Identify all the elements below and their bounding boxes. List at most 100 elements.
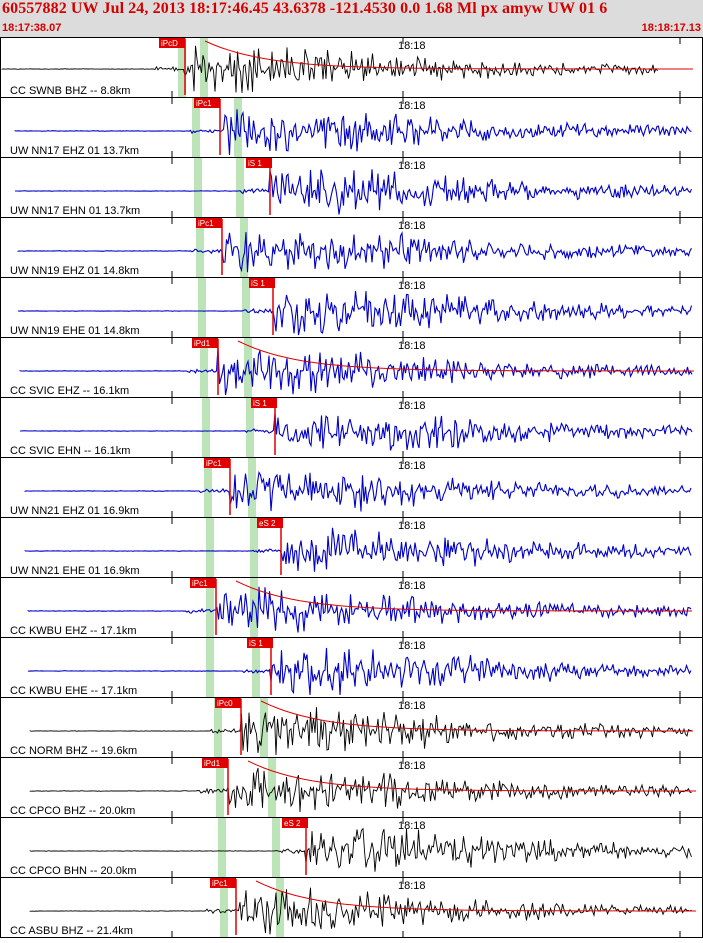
time-window-band: [252, 638, 260, 697]
start-time-label: 18:17:38.07: [2, 22, 62, 34]
phase-pick-label: iPcD: [161, 39, 178, 48]
waveform-trace: [17, 230, 692, 273]
phase-pick-flag[interactable]: [246, 158, 272, 168]
time-window-band: [178, 38, 186, 97]
station-label: CC SVIC EHN -- 16.1km: [10, 445, 130, 457]
trace-panel[interactable]: 18:18 iPd1 CC CPCO BHZ -- 20.0km: [0, 757, 703, 818]
time-window-band: [250, 518, 258, 577]
phase-pick-flag[interactable]: [215, 698, 241, 708]
trace-panel[interactable]: 18:18 iPc1 CC ASBU BHZ -- 21.4km: [0, 877, 703, 938]
phase-pick-flag[interactable]: [194, 98, 220, 108]
trace-panel[interactable]: 18:18 iS 1 CC KWBU EHE -- 17.1km: [0, 637, 703, 698]
trace-panel[interactable]: 18:18 iPcD CC SWNB BHZ -- 8.8km: [0, 37, 703, 98]
phase-pick-flag[interactable]: [257, 518, 283, 528]
time-window-band: [236, 158, 244, 217]
phase-pick-flag[interactable]: [210, 878, 236, 888]
minute-label: 18:18: [398, 460, 426, 472]
phase-pick-flag[interactable]: [249, 278, 275, 288]
phase-pick-flag[interactable]: [251, 398, 277, 408]
waveform-trace: [15, 169, 692, 215]
minute-label: 18:18: [398, 400, 426, 412]
trace-panel[interactable]: 18:18 eS 2 CC CPCO BHN -- 20.0km: [0, 817, 703, 878]
phase-pick-label: iPc1: [196, 99, 212, 108]
panel-border: [0, 277, 703, 338]
waveform-trace: [20, 413, 693, 451]
phase-pick-flag[interactable]: [196, 218, 222, 228]
time-window-band: [272, 818, 280, 877]
time-window-band: [192, 98, 200, 157]
time-window-band: [246, 398, 254, 457]
time-window-band: [198, 278, 206, 337]
station-label: CC SWNB BHZ -- 8.8km: [10, 85, 130, 97]
panel-border: [0, 37, 703, 98]
trace-panel[interactable]: 18:18 iPc1 UW NN17 EHZ 01 13.7km: [0, 97, 703, 158]
seismogram-panels: 18:18 iPcD CC SWNB BHZ -- 8.8km 18:18 iPc1 UW…: [0, 37, 703, 938]
time-window-band: [196, 218, 204, 277]
phase-pick-flag[interactable]: [204, 458, 230, 468]
waveform-trace: [19, 347, 693, 396]
coda-decay-curve: [260, 700, 693, 732]
phase-pick-flag[interactable]: [190, 578, 216, 588]
phase-pick-flag[interactable]: [247, 638, 273, 648]
time-window-band: [202, 398, 210, 457]
minute-label: 18:18: [398, 760, 426, 772]
phase-pick-label: iS 1: [253, 399, 267, 408]
time-window-band: [206, 518, 214, 577]
trace-panel[interactable]: 18:18 iPd1 CC SVIC EHZ -- 16.1km: [0, 337, 703, 398]
coda-decay-curve: [247, 760, 696, 792]
time-window-band: [200, 38, 208, 97]
trace-panel[interactable]: 18:18 eS 2 UW NN21 EHE 01 16.9km: [0, 517, 703, 578]
trace-panel[interactable]: 18:18 iS 1 UW NN19 EHE 01 14.8km: [0, 277, 703, 338]
waveform-trace: [27, 586, 692, 633]
time-window-band: [268, 758, 276, 817]
waveform-trace: [24, 527, 692, 572]
station-label: UW NN17 EHN 01 13.7km: [10, 205, 140, 217]
waveform-trace: [29, 707, 692, 756]
seismogram-svg: 18:18 iPcD CC SWNB BHZ -- 8.8km 18:18 iPc1 UW…: [0, 37, 703, 938]
minute-label: 18:18: [398, 100, 426, 112]
coda-decay-curve: [204, 40, 693, 70]
minute-label: 18:18: [398, 700, 426, 712]
phase-pick-flag[interactable]: [282, 818, 308, 828]
coda-decay-curve: [237, 340, 694, 372]
trace-panel[interactable]: 18:18 iPc1 UW NN19 EHZ 01 14.8km: [0, 217, 703, 278]
minute-label: 18:18: [398, 640, 426, 652]
station-label: CC KWBU EHE -- 17.1km: [10, 685, 137, 697]
station-label: CC NORM BHZ -- 19.6km: [10, 745, 137, 757]
phase-pick-label: iPd1: [204, 759, 221, 768]
phase-pick-label: eS 2: [284, 819, 301, 828]
time-window-band: [244, 338, 252, 397]
phase-pick-flag[interactable]: [202, 758, 228, 768]
event-header: 60557882 UW Jul 24, 2013 18:17:46.45 43.…: [0, 0, 703, 37]
minute-label: 18:18: [398, 820, 426, 832]
station-label: CC CPCO BHN -- 20.0km: [10, 865, 137, 877]
time-window-band: [200, 338, 208, 397]
trace-panel[interactable]: 18:18 iPc1 CC KWBU EHZ -- 17.1km: [0, 577, 703, 638]
phase-pick-label: iPd1: [194, 339, 211, 348]
station-label: CC ASBU BHZ -- 21.4km: [10, 925, 133, 937]
waveform-trace: [29, 887, 692, 935]
trace-panel[interactable]: 18:18 iS 1 UW NN17 EHN 01 13.7km: [0, 157, 703, 218]
trace-panel[interactable]: 18:18 iS 1 CC SVIC EHN -- 16.1km: [0, 397, 703, 458]
minute-label: 18:18: [398, 340, 426, 352]
time-window-band: [206, 578, 214, 637]
waveform-trace: [29, 827, 692, 872]
minute-label: 18:18: [398, 880, 426, 892]
time-window-band: [214, 698, 222, 757]
station-label: UW NN17 EHZ 01 13.7km: [10, 145, 139, 157]
trace-panel[interactable]: 18:18 iPc1 UW NN21 EHZ 01 16.9km: [0, 457, 703, 518]
phase-pick-flag[interactable]: [192, 338, 218, 348]
panel-border: [0, 157, 703, 218]
time-window-band: [206, 638, 214, 697]
station-label: UW NN21 EHZ 01 16.9km: [10, 505, 139, 517]
phase-pick-label: iS 1: [251, 279, 265, 288]
phase-pick-label: iS 1: [249, 639, 263, 648]
phase-pick-label: eS 2: [259, 519, 276, 528]
phase-pick-flag[interactable]: [159, 38, 185, 48]
coda-decay-curve: [235, 580, 692, 612]
panel-border: [0, 217, 703, 278]
waveform-trace: [27, 647, 692, 696]
time-window-band: [242, 278, 250, 337]
time-window-band: [220, 878, 228, 937]
trace-panel[interactable]: 18:18 iPc0 CC NORM BHZ -- 19.6km: [0, 697, 703, 758]
